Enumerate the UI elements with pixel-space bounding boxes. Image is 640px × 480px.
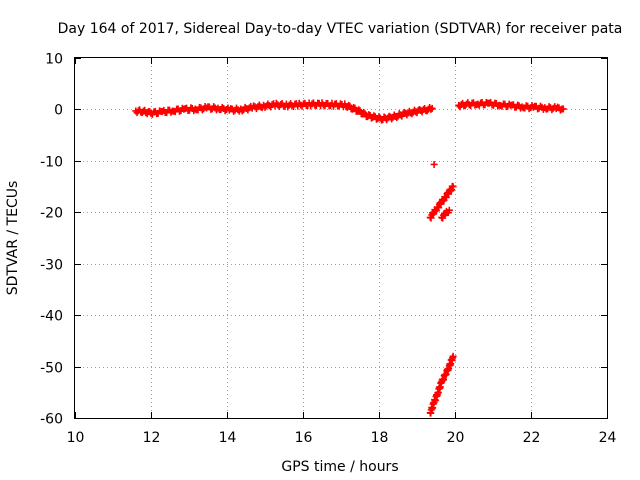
chart-title: Day 164 of 2017, Sidereal Day-to-day VTE… xyxy=(58,21,623,37)
x-tick-label: 10 xyxy=(67,430,85,446)
data-point-late-trace xyxy=(559,105,567,113)
y-tick-label: -10 xyxy=(40,155,63,171)
y-tick-label: -50 xyxy=(40,361,63,377)
x-tick-label: 14 xyxy=(219,430,237,446)
y-axis-label: SDTVAR / TECUs xyxy=(5,181,21,296)
data-point-descending-arc-2 xyxy=(445,206,453,214)
y-tick-label: -20 xyxy=(40,206,63,222)
axis-ticks: 10 12 14 16 18 20 22 24 10 0 -10 -20 -30 -40 -50 -60 xyxy=(40,52,616,447)
data-point-descending-arc-1 xyxy=(449,183,457,191)
data-point-steep-arc xyxy=(449,352,457,360)
data-point-main-trace xyxy=(355,106,363,114)
x-axis-label: GPS time / hours xyxy=(281,459,398,475)
data-point-main-trace xyxy=(393,114,401,122)
data-point-main-trace xyxy=(428,104,436,112)
x-tick-label: 18 xyxy=(371,430,389,446)
data-point-main-trace xyxy=(345,101,353,109)
y-tick-label: 10 xyxy=(45,52,63,68)
y-tick-label: 0 xyxy=(54,103,63,119)
y-tick-label: -30 xyxy=(40,258,63,274)
data-point-main-trace xyxy=(360,108,368,116)
x-tick-label: 20 xyxy=(447,430,465,446)
data-points xyxy=(132,98,567,417)
y-tick-label: -60 xyxy=(40,412,63,428)
data-point-main-trace xyxy=(427,105,435,113)
y-tick-label: -40 xyxy=(40,309,63,325)
data-point-outlier xyxy=(430,160,438,168)
x-tick-label: 22 xyxy=(523,430,541,446)
plot-frame xyxy=(74,57,608,419)
x-tick-label: 16 xyxy=(295,430,313,446)
x-tick-label: 24 xyxy=(599,430,617,446)
data-point-main-trace xyxy=(370,112,378,120)
x-tick-label: 12 xyxy=(143,430,161,446)
